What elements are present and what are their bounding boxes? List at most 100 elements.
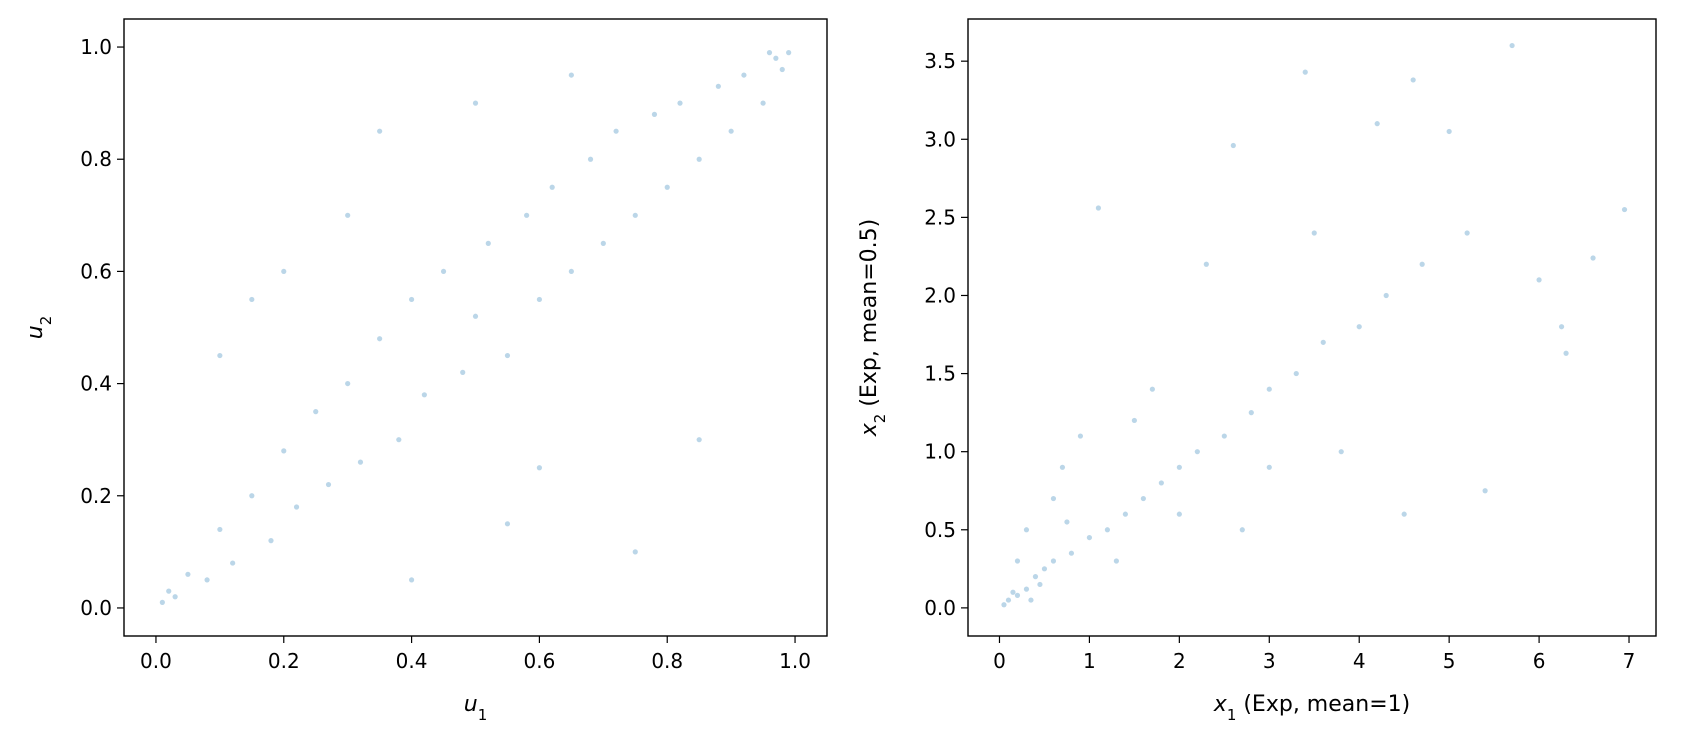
left-scatter-point <box>485 240 491 246</box>
right-scatter-point <box>1104 527 1110 533</box>
left-scatter-point <box>185 571 191 577</box>
left-scatter-point <box>664 184 670 190</box>
left-scatter-panel: 0.0 0.2 0.4 0.6 0.8 1.0 0.0 0.2 0.4 0.6 0.8 1.0 u1… <box>23 18 828 724</box>
right-scatter-point <box>1032 574 1039 580</box>
right-scatter-point <box>1158 480 1164 486</box>
left-scatter-point <box>536 465 543 471</box>
right-scatter-point <box>1558 324 1565 330</box>
left-scatter-point <box>600 240 606 246</box>
right-scatter-point <box>1041 566 1048 572</box>
left-scatter-point <box>293 504 300 510</box>
right-scatter-point <box>1014 558 1021 564</box>
right-scatter-point <box>1064 519 1070 525</box>
right-scatter-point <box>1230 142 1236 149</box>
right-scatter-point <box>1293 370 1299 377</box>
right-scatter-point <box>1374 121 1380 127</box>
left-scatter-point <box>249 493 255 499</box>
left-x-tick-label: 0.8 <box>651 649 683 673</box>
right-scatter-point <box>1059 464 1066 470</box>
right-scatter-point <box>1509 42 1515 49</box>
right-x-axis-ticks: 0 1 2 3 4 5 6 7 <box>993 636 1635 673</box>
left-scatter-point <box>217 352 223 359</box>
right-scatter-point <box>1383 292 1389 299</box>
right-scatter-point <box>1001 602 1007 608</box>
left-scatter-point <box>268 538 274 544</box>
left-scatter-point <box>325 481 332 488</box>
right-scatter-point <box>1113 558 1119 564</box>
left-scatter-point <box>172 594 178 600</box>
left-scatter-point <box>166 588 172 594</box>
right-scatter-point <box>1464 230 1470 236</box>
right-scatter-point <box>1131 417 1137 424</box>
left-scatter-point <box>568 72 574 78</box>
right-scatter-point <box>1068 550 1075 556</box>
left-scatter-point <box>408 296 415 303</box>
left-scatter-point <box>345 212 351 218</box>
left-scatter-point <box>549 184 555 190</box>
left-scatter-point <box>421 392 427 398</box>
left-y-tick-label: 0.0 <box>80 596 112 620</box>
left-scatter-point <box>632 549 638 555</box>
right-scatter-point <box>1023 586 1030 592</box>
left-scatter-point <box>460 369 466 375</box>
left-scatter-point <box>773 55 779 61</box>
left-scatter-point <box>696 156 702 162</box>
left-x-axis-ticks: 0.0 0.2 0.4 0.6 0.8 1.0 <box>140 636 811 673</box>
right-scatter-point <box>1176 511 1182 517</box>
right-scatter-point <box>1446 128 1452 135</box>
right-scatter-points <box>1001 42 1628 608</box>
left-scatter-point <box>396 437 402 443</box>
right-scatter-point <box>1266 464 1272 470</box>
left-scatter-point <box>766 50 773 56</box>
right-x-tick-label: 0 <box>993 649 1006 673</box>
right-scatter-point <box>1010 589 1016 595</box>
left-x-axis-label: u1 <box>464 692 488 724</box>
left-scatter-point <box>281 268 287 275</box>
left-scatter-point <box>632 212 638 218</box>
right-x-tick-label: 6 <box>1533 649 1546 673</box>
left-scatter-point <box>345 380 351 387</box>
left-scatter-point <box>357 459 364 465</box>
left-scatter-point <box>472 100 479 106</box>
right-scatter-point <box>1023 527 1030 533</box>
left-scatter-point <box>587 156 594 162</box>
right-x-tick-label: 3 <box>1263 649 1276 673</box>
right-y-tick-label: 1.5 <box>924 362 956 386</box>
left-scatter-point <box>230 560 236 566</box>
left-scatter-point <box>313 409 319 415</box>
right-scatter-point <box>1419 261 1425 267</box>
right-scatter-point <box>1563 350 1569 356</box>
left-scatter-point <box>536 296 543 303</box>
left-y-axis-ticks: 0.0 0.2 0.4 0.6 0.8 1.0 <box>80 35 124 620</box>
right-scatter-point <box>1401 511 1407 517</box>
right-scatter-point <box>1037 581 1043 588</box>
left-y-tick-label: 0.8 <box>80 147 112 171</box>
right-scatter-point <box>1266 386 1272 392</box>
left-scatter-point <box>217 526 223 533</box>
right-scatter-point <box>1050 495 1057 502</box>
left-x-tick-label: 0.2 <box>268 649 300 673</box>
right-scatter-point <box>1203 261 1209 267</box>
right-scatter-point <box>1095 205 1102 211</box>
left-x-tick-label: 0.6 <box>524 649 556 673</box>
left-plot-frame <box>123 18 828 637</box>
left-scatter-point <box>651 111 658 117</box>
right-x-tick-label: 7 <box>1623 649 1636 673</box>
right-y-tick-label: 3.0 <box>924 127 956 151</box>
right-scatter-point <box>1590 255 1596 261</box>
left-scatter-point <box>249 296 255 303</box>
right-y-tick-label: 0.5 <box>924 518 956 542</box>
left-y-tick-label: 1.0 <box>80 35 112 59</box>
left-scatter-point <box>613 128 619 134</box>
right-scatter-point <box>1536 277 1542 283</box>
right-scatter-point <box>1621 206 1628 213</box>
right-y-tick-label: 1.0 <box>924 440 956 464</box>
right-scatter-point <box>1311 230 1317 236</box>
left-scatter-point <box>159 599 165 605</box>
left-scatter-point <box>779 66 785 73</box>
right-y-tick-label: 2.0 <box>924 283 956 307</box>
right-x-tick-label: 5 <box>1443 649 1456 673</box>
right-plot-frame <box>967 18 1657 637</box>
right-scatter-point <box>1338 449 1344 455</box>
